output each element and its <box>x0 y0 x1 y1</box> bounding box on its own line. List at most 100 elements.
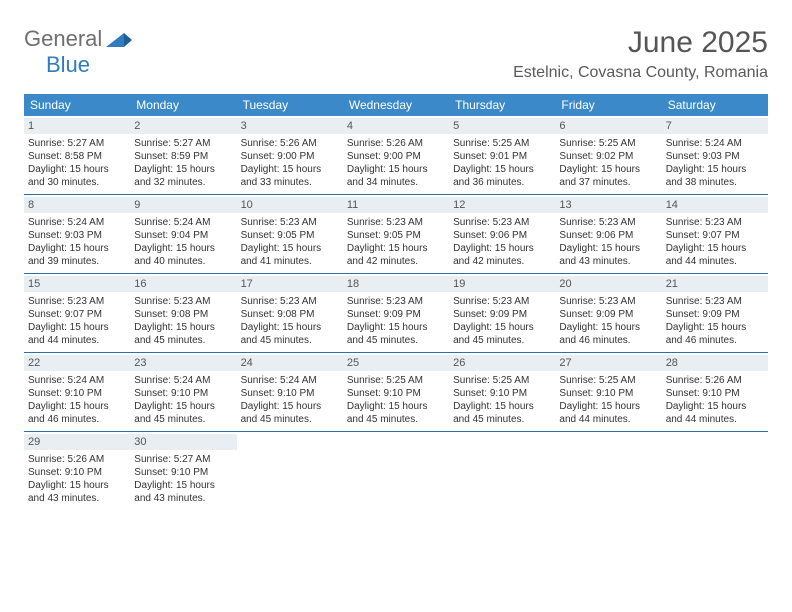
day-cell: 23Sunrise: 5:24 AMSunset: 9:10 PMDayligh… <box>130 353 236 431</box>
day-cell: · <box>662 432 768 510</box>
sunset-line: Sunset: 9:08 PM <box>134 308 232 321</box>
sunrise-line: Sunrise: 5:26 AM <box>28 453 126 466</box>
day-number: 27 <box>555 355 661 371</box>
sunset-line: Sunset: 9:09 PM <box>559 308 657 321</box>
day-cell: 10Sunrise: 5:23 AMSunset: 9:05 PMDayligh… <box>237 195 343 273</box>
daylight-line: Daylight: 15 hours and 42 minutes. <box>347 242 445 268</box>
sunrise-line: Sunrise: 5:23 AM <box>241 295 339 308</box>
daylight-line: Daylight: 15 hours and 38 minutes. <box>666 163 764 189</box>
sunrise-line: Sunrise: 5:24 AM <box>241 374 339 387</box>
sunrise-line: Sunrise: 5:23 AM <box>453 216 551 229</box>
logo-text-2: Blue <box>46 52 90 78</box>
daylight-line: Daylight: 15 hours and 45 minutes. <box>347 400 445 426</box>
day-cell: · <box>449 432 555 510</box>
daylight-line: Daylight: 15 hours and 45 minutes. <box>347 321 445 347</box>
daylight-line: Daylight: 15 hours and 41 minutes. <box>241 242 339 268</box>
sunrise-line: Sunrise: 5:23 AM <box>666 295 764 308</box>
day-number: 18 <box>343 276 449 292</box>
daylight-line: Daylight: 15 hours and 45 minutes. <box>241 321 339 347</box>
sunset-line: Sunset: 9:10 PM <box>28 466 126 479</box>
day-number: 14 <box>662 197 768 213</box>
sunset-line: Sunset: 9:10 PM <box>347 387 445 400</box>
dow-cell: Friday <box>555 94 661 116</box>
daylight-line: Daylight: 15 hours and 36 minutes. <box>453 163 551 189</box>
sunrise-line: Sunrise: 5:24 AM <box>134 374 232 387</box>
day-cell: 6Sunrise: 5:25 AMSunset: 9:02 PMDaylight… <box>555 116 661 194</box>
daylight-line: Daylight: 15 hours and 43 minutes. <box>559 242 657 268</box>
daylight-line: Daylight: 15 hours and 46 minutes. <box>559 321 657 347</box>
day-of-week-header: SundayMondayTuesdayWednesdayThursdayFrid… <box>24 94 768 116</box>
daylight-line: Daylight: 15 hours and 45 minutes. <box>241 400 339 426</box>
sunset-line: Sunset: 9:09 PM <box>347 308 445 321</box>
day-cell: 18Sunrise: 5:23 AMSunset: 9:09 PMDayligh… <box>343 274 449 352</box>
daylight-line: Daylight: 15 hours and 45 minutes. <box>134 400 232 426</box>
sunrise-line: Sunrise: 5:25 AM <box>347 374 445 387</box>
daylight-line: Daylight: 15 hours and 44 minutes. <box>559 400 657 426</box>
day-number: 6 <box>555 118 661 134</box>
day-number: 28 <box>662 355 768 371</box>
daylight-line: Daylight: 15 hours and 46 minutes. <box>666 321 764 347</box>
sunset-line: Sunset: 9:07 PM <box>28 308 126 321</box>
sunset-line: Sunset: 9:01 PM <box>453 150 551 163</box>
sunrise-line: Sunrise: 5:24 AM <box>28 216 126 229</box>
day-cell: 5Sunrise: 5:25 AMSunset: 9:01 PMDaylight… <box>449 116 555 194</box>
day-number: 20 <box>555 276 661 292</box>
day-number: 5 <box>449 118 555 134</box>
day-cell: 25Sunrise: 5:25 AMSunset: 9:10 PMDayligh… <box>343 353 449 431</box>
day-cell: 12Sunrise: 5:23 AMSunset: 9:06 PMDayligh… <box>449 195 555 273</box>
day-number: 29 <box>24 434 130 450</box>
day-number: 9 <box>130 197 236 213</box>
calendar: SundayMondayTuesdayWednesdayThursdayFrid… <box>24 94 768 510</box>
day-cell: · <box>343 432 449 510</box>
sunset-line: Sunset: 9:05 PM <box>347 229 445 242</box>
sunset-line: Sunset: 9:06 PM <box>559 229 657 242</box>
day-number: 3 <box>237 118 343 134</box>
daylight-line: Daylight: 15 hours and 32 minutes. <box>134 163 232 189</box>
sunset-line: Sunset: 9:10 PM <box>453 387 551 400</box>
sunset-line: Sunset: 9:10 PM <box>241 387 339 400</box>
sunset-line: Sunset: 8:59 PM <box>134 150 232 163</box>
day-cell: 9Sunrise: 5:24 AMSunset: 9:04 PMDaylight… <box>130 195 236 273</box>
day-number: 22 <box>24 355 130 371</box>
day-cell: 14Sunrise: 5:23 AMSunset: 9:07 PMDayligh… <box>662 195 768 273</box>
sunset-line: Sunset: 9:00 PM <box>241 150 339 163</box>
sunset-line: Sunset: 8:58 PM <box>28 150 126 163</box>
day-cell: 19Sunrise: 5:23 AMSunset: 9:09 PMDayligh… <box>449 274 555 352</box>
day-cell: · <box>237 432 343 510</box>
day-number: 16 <box>130 276 236 292</box>
daylight-line: Daylight: 15 hours and 43 minutes. <box>134 479 232 505</box>
day-cell: 11Sunrise: 5:23 AMSunset: 9:05 PMDayligh… <box>343 195 449 273</box>
dow-cell: Saturday <box>662 94 768 116</box>
week-row: 1Sunrise: 5:27 AMSunset: 8:58 PMDaylight… <box>24 116 768 194</box>
sunset-line: Sunset: 9:09 PM <box>453 308 551 321</box>
sunset-line: Sunset: 9:10 PM <box>28 387 126 400</box>
sunrise-line: Sunrise: 5:23 AM <box>559 295 657 308</box>
daylight-line: Daylight: 15 hours and 42 minutes. <box>453 242 551 268</box>
sunrise-line: Sunrise: 5:24 AM <box>666 137 764 150</box>
day-number: 1 <box>24 118 130 134</box>
day-cell: 28Sunrise: 5:26 AMSunset: 9:10 PMDayligh… <box>662 353 768 431</box>
sunset-line: Sunset: 9:03 PM <box>666 150 764 163</box>
day-number: 2 <box>130 118 236 134</box>
sunset-line: Sunset: 9:07 PM <box>666 229 764 242</box>
daylight-line: Daylight: 15 hours and 34 minutes. <box>347 163 445 189</box>
day-number: 10 <box>237 197 343 213</box>
dow-cell: Wednesday <box>343 94 449 116</box>
week-row: 8Sunrise: 5:24 AMSunset: 9:03 PMDaylight… <box>24 194 768 273</box>
day-cell: 3Sunrise: 5:26 AMSunset: 9:00 PMDaylight… <box>237 116 343 194</box>
day-cell: 15Sunrise: 5:23 AMSunset: 9:07 PMDayligh… <box>24 274 130 352</box>
dow-cell: Sunday <box>24 94 130 116</box>
sunrise-line: Sunrise: 5:24 AM <box>28 374 126 387</box>
sunset-line: Sunset: 9:05 PM <box>241 229 339 242</box>
day-cell: 29Sunrise: 5:26 AMSunset: 9:10 PMDayligh… <box>24 432 130 510</box>
dow-cell: Thursday <box>449 94 555 116</box>
daylight-line: Daylight: 15 hours and 45 minutes. <box>453 400 551 426</box>
sunset-line: Sunset: 9:06 PM <box>453 229 551 242</box>
daylight-line: Daylight: 15 hours and 44 minutes. <box>666 400 764 426</box>
title-block: June 2025 Estelnic, Covasna County, Roma… <box>513 26 768 82</box>
day-cell: 7Sunrise: 5:24 AMSunset: 9:03 PMDaylight… <box>662 116 768 194</box>
daylight-line: Daylight: 15 hours and 46 minutes. <box>28 400 126 426</box>
day-number: 8 <box>24 197 130 213</box>
sunrise-line: Sunrise: 5:23 AM <box>134 295 232 308</box>
daylight-line: Daylight: 15 hours and 40 minutes. <box>134 242 232 268</box>
